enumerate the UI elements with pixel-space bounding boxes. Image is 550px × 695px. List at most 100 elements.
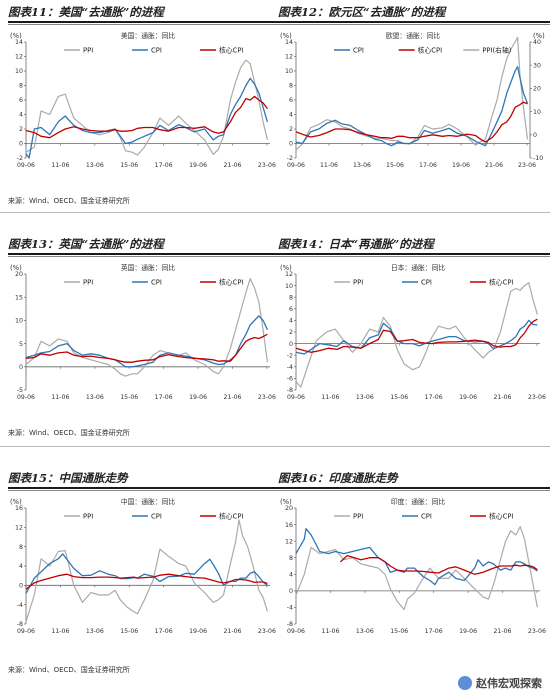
y-tick-label: -8	[287, 387, 293, 394]
watermark-text: 赵伟宏观探索	[476, 677, 542, 690]
legend-label: PPI	[353, 278, 363, 286]
series-line	[339, 554, 538, 575]
y-tick-label: 6	[19, 97, 23, 104]
series-line	[25, 95, 268, 139]
y-tick-label: 16	[285, 522, 293, 529]
chart-subtitle: 美国：通胀：同比	[121, 31, 176, 40]
series-line	[25, 519, 268, 622]
chart-title: 图表12：欧元区“去通胀”的进程	[278, 5, 446, 19]
legend-label: PPI	[83, 512, 93, 520]
y-tick-label: 4	[289, 571, 293, 578]
x-tick-label: 13-06	[86, 162, 104, 169]
chart-india: -8 -4 0 4 8 12 16 20 09-06 11-06 13-06 15-06 17-06 19…	[280, 497, 546, 635]
legend-label: CPI	[151, 512, 162, 520]
x-tick-label: 19-06	[459, 394, 477, 401]
chart-us: -2 0 2 4 6 8 10 12 14 09-06 11-06 13-06 15-06 17-06 19…	[10, 31, 276, 169]
title-rule-thin	[278, 24, 550, 25]
y-tick-label: 10	[285, 68, 293, 75]
legend-label: 核心CPI	[219, 277, 243, 286]
y-tick-label: 10	[15, 68, 23, 75]
y-tick-label: 5	[19, 341, 23, 348]
y-tick-label: 4	[19, 112, 23, 119]
x-tick-label: 17-06	[425, 394, 443, 401]
x-tick-label: 09-06	[17, 162, 35, 169]
series-line	[295, 101, 528, 143]
x-tick-label: 15-06	[386, 162, 404, 169]
y-tick-label: -8	[17, 621, 23, 628]
y-tick-label: -2	[287, 155, 293, 162]
chart-subtitle: 印度：通胀：同比	[391, 497, 446, 506]
series-line	[295, 66, 529, 147]
x-tick-label: 19-06	[189, 394, 207, 401]
y-tick-label: -5	[17, 387, 23, 394]
chart-title: 图表14：日本“再通胀”的进程	[278, 237, 434, 251]
title-rule	[8, 487, 280, 489]
x-tick-label: 11-06	[321, 628, 339, 635]
x-tick-label: 13-06	[86, 628, 104, 635]
wechat-icon	[458, 676, 472, 690]
y-tick-label: 2	[19, 126, 23, 133]
legend-label: PPI(右轴)	[482, 45, 511, 54]
legend-label: 核心CPI	[489, 277, 513, 286]
legend-label: 核心CPI	[219, 45, 243, 54]
x-tick-label: 15-06	[120, 162, 138, 169]
y-tick-label: 2	[289, 329, 293, 336]
x-tick-label: 23-06	[528, 394, 546, 401]
chart-euro: -2 0 2 4 6 8 10 12 14 -10 0 10 20 30 40 09-06 11-06 13-06…	[280, 31, 545, 169]
x-tick-label: 11-06	[51, 394, 69, 401]
x-tick-label: 23-06	[258, 162, 276, 169]
x-tick-label: 19-06	[189, 162, 207, 169]
x-tick-label: 09-06	[17, 394, 35, 401]
series-line	[25, 333, 268, 363]
chart-title: 图表16：印度通胀走势	[278, 471, 398, 485]
chart-uk: -5 0 5 10 15 20 09-06 11-06 13-06 15-06 17-06 19-06…	[10, 263, 276, 401]
x-tick-label: 23-06	[258, 628, 276, 635]
legend-label: CPI	[353, 46, 364, 54]
y-right-tick-label: 10	[533, 109, 541, 116]
x-tick-label: 21-06	[493, 628, 511, 635]
y-tick-label: 20	[15, 271, 23, 278]
series-line	[25, 573, 268, 590]
y-tick-label: 14	[15, 39, 23, 46]
x-tick-label: 23-06	[528, 628, 546, 635]
chart-title: 图表15：中国通胀走势	[8, 471, 128, 485]
x-tick-label: 11-06	[51, 628, 69, 635]
legend-label: CPI	[421, 512, 432, 520]
y-tick-label: 0	[19, 141, 23, 148]
series-line	[295, 528, 538, 586]
y-tick-label: 8	[289, 83, 293, 90]
x-tick-label: 09-06	[287, 628, 305, 635]
x-tick-label: 21-06	[485, 162, 503, 169]
y-tick-label: 8	[289, 294, 293, 301]
title-rule	[8, 21, 280, 23]
x-tick-label: 13-06	[86, 394, 104, 401]
y-tick-label: 6	[289, 306, 293, 313]
y-axis-label: (%)	[280, 498, 292, 506]
x-tick-label: 13-06	[353, 162, 371, 169]
chart-japan: -8 -6 -4 -2 0 2 4 6 8 10 12 09-06 11-06 13-06 15-06 17-…	[280, 263, 546, 401]
chart-title: 图表11：美国“去通胀”的进程	[8, 5, 164, 19]
series-line	[295, 526, 538, 611]
series-line	[25, 77, 269, 159]
series-line	[25, 59, 268, 156]
x-tick-label: 17-06	[425, 628, 443, 635]
y-tick-label: 4	[289, 112, 293, 119]
y-axis-label: (%)	[280, 32, 292, 40]
title-rule-thin	[278, 490, 550, 491]
x-tick-label: 15-06	[390, 394, 408, 401]
source-note: 来源：Wind、OECD、国金证券研究所	[8, 429, 130, 437]
x-tick-label: 09-06	[287, 162, 305, 169]
y-tick-label: 8	[19, 544, 23, 551]
y-tick-label: 12	[15, 54, 23, 61]
series-line	[295, 36, 529, 151]
y-tick-label: 0	[289, 588, 293, 595]
chart-subtitle: 欧盟：通胀：同比	[386, 31, 441, 40]
y-tick-label: 6	[289, 97, 293, 104]
title-rule	[278, 21, 550, 23]
y-axis-label: (%)	[280, 264, 292, 272]
chart-subtitle: 英国：通胀：同比	[121, 263, 176, 272]
x-tick-label: 19-06	[459, 628, 477, 635]
title-rule-thin	[8, 490, 280, 491]
y-tick-label: 8	[289, 555, 293, 562]
y-tick-label: -2	[287, 352, 293, 359]
